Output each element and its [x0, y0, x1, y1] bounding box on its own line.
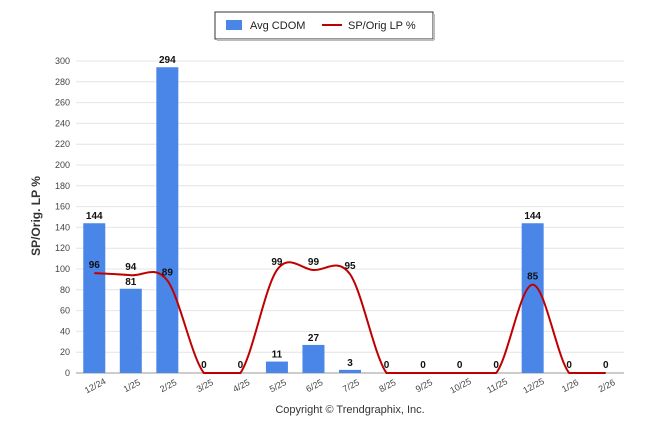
y-tick-label: 180 [55, 181, 70, 191]
bar-data-label: 81 [125, 277, 137, 288]
x-axis-ticks: 12/24 1/25 2/25 3/25 4/25 5/25 6/25 7/25 8/25 9/2… [83, 376, 617, 395]
y-tick-label: 100 [55, 264, 70, 274]
bar [521, 223, 544, 373]
line-path [94, 261, 606, 374]
bar-data-label: 3 [347, 358, 353, 369]
y-tick-label: 280 [55, 77, 70, 87]
bar-series [83, 67, 544, 374]
y-tick-label: 200 [55, 160, 70, 170]
line-data-label: 96 [89, 260, 101, 271]
y-tick-label: 300 [55, 56, 70, 66]
line-data-label: 0 [201, 360, 207, 371]
x-tick-label: 12/24 [83, 376, 108, 395]
legend-label-line: SP/Orig LP % [348, 20, 416, 32]
x-tick-label: 1/25 [122, 377, 142, 394]
bar [83, 223, 106, 373]
x-tick-label: 2/26 [597, 377, 617, 394]
y-tick-label: 60 [60, 306, 70, 316]
x-tick-label: 11/25 [485, 376, 509, 395]
line-data-label: 0 [603, 360, 609, 371]
bar [119, 288, 142, 373]
y-tick-label: 80 [60, 285, 70, 295]
y-tick-label: 240 [55, 118, 70, 128]
x-tick-label: 9/25 [414, 377, 434, 394]
bar-data-label: 27 [308, 333, 320, 344]
x-tick-label: 3/25 [195, 377, 215, 394]
x-tick-label: 12/25 [521, 376, 546, 395]
line-data-label: 95 [344, 261, 356, 272]
x-tick-label: 8/25 [377, 377, 397, 394]
line-data-label: 0 [457, 360, 463, 371]
y-tick-label: 120 [55, 243, 70, 253]
x-tick-label: 10/25 [448, 376, 473, 395]
legend: Avg CDOM SP/Orig LP % [214, 11, 435, 41]
bar [339, 369, 361, 373]
x-tick-label: 4/25 [231, 377, 251, 394]
line-data-label: 89 [162, 267, 174, 278]
y-tick-label: 140 [55, 222, 70, 232]
bar-data-label: 144 [524, 211, 541, 222]
y-tick-label: 0 [65, 368, 70, 378]
x-tick-label: 1/26 [560, 377, 580, 394]
x-tick-label: 7/25 [341, 377, 361, 394]
y-tick-label: 40 [60, 326, 70, 336]
line-data-label: 94 [125, 262, 137, 273]
line-data-label: 0 [493, 360, 499, 371]
y-tick-label: 20 [60, 347, 70, 357]
bar-data-label: 144 [86, 211, 103, 222]
line-data-label: 85 [527, 272, 539, 283]
bar [156, 67, 179, 374]
bar-data-label: 294 [159, 55, 176, 66]
data-labels: 144 81 294 11 27 3 144 96 94 89 0 0 99 99 95 0 0 0 0 85 0 0 [86, 55, 609, 371]
line-series [94, 261, 606, 374]
line-data-label: 99 [271, 257, 283, 268]
bar-data-label: 11 [272, 350, 283, 361]
copyright-text: Copyright © Trendgraphix, Inc. [275, 404, 424, 416]
x-tick-label: 2/25 [158, 377, 178, 394]
line-data-label: 0 [238, 360, 244, 371]
x-tick-label: 5/25 [268, 377, 288, 394]
bar [265, 361, 288, 373]
bar [302, 344, 325, 373]
x-tick-label: 6/25 [304, 377, 324, 394]
legend-label-bar: Avg CDOM [250, 20, 305, 32]
y-tick-label: 160 [55, 202, 70, 212]
line-data-label: 99 [308, 257, 320, 268]
line-data-label: 0 [566, 360, 572, 371]
line-data-label: 0 [420, 360, 426, 371]
y-axis-title: SP/Orig. LP % [29, 176, 43, 256]
legend-bar-swatch [226, 20, 242, 30]
y-axis-ticks: 0 20 40 60 80 100 120 140 160 180 200 220 240 260 280 3… [55, 56, 70, 378]
y-tick-label: 260 [55, 98, 70, 108]
line-data-label: 0 [384, 360, 390, 371]
y-tick-label: 220 [55, 139, 70, 149]
